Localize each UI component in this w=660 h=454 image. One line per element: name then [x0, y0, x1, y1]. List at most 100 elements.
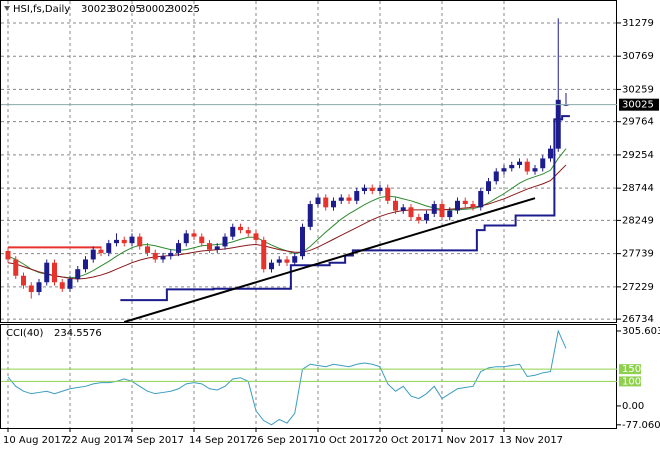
- cci-line: [7, 329, 567, 426]
- candle-body: [191, 233, 197, 237]
- candle-body: [447, 210, 453, 218]
- cci-tick-label: 305.6036: [622, 326, 660, 337]
- candle-body: [214, 246, 220, 250]
- candle-body: [555, 99, 561, 149]
- cci-name: CCI(40): [6, 328, 44, 339]
- candle-body: [21, 275, 26, 286]
- candle-body: [470, 204, 476, 208]
- candle-body: [369, 187, 375, 192]
- candle-body: [98, 249, 104, 253]
- candle-body: [137, 236, 143, 247]
- cci-level-box: [619, 364, 641, 375]
- candle-body: [261, 239, 267, 270]
- candle-body: [338, 197, 344, 201]
- candle-body: [176, 243, 181, 253]
- cci-current: 234.5576: [54, 328, 102, 339]
- candle-body: [509, 164, 515, 169]
- candle-body: [222, 236, 228, 247]
- x-tick-label: 26 Sep 2017: [251, 435, 314, 446]
- candle-body: [478, 191, 484, 208]
- x-tick-label: 10 Oct 2017: [313, 435, 375, 446]
- candle-body: [152, 252, 158, 260]
- candle-body: [183, 233, 189, 244]
- y-tick-label: 31279: [622, 18, 654, 29]
- candle-body: [269, 262, 274, 270]
- candle-body: [44, 262, 50, 283]
- trendline: [123, 197, 536, 323]
- candle-body: [377, 187, 383, 192]
- candle-body: [199, 236, 205, 244]
- x-tick-label: 1 Nov 2017: [437, 435, 495, 446]
- y-tick-label: 28744: [622, 183, 654, 194]
- candle-body: [354, 191, 360, 201]
- candle-body: [486, 181, 491, 192]
- price-label: 30025: [622, 100, 654, 111]
- x-tick-label: 20 Oct 2017: [375, 435, 437, 446]
- candle-body: [532, 168, 538, 172]
- y-tick-label: 27739: [622, 249, 654, 260]
- main-frame: [0, 0, 617, 323]
- cci-frame: [0, 324, 617, 429]
- menu-arrow: [4, 6, 10, 11]
- y-tick-label: 30259: [622, 84, 654, 95]
- candle-body: [13, 259, 19, 276]
- cci-level-label: 150: [622, 364, 641, 375]
- cci-level-label: 100: [622, 376, 641, 387]
- close-value: 30025: [168, 4, 200, 15]
- candle-body: [276, 259, 282, 263]
- y-tick-label: 30769: [622, 51, 654, 62]
- candle-body: [292, 256, 298, 263]
- candle-body: [393, 200, 398, 211]
- candle-body: [245, 230, 251, 234]
- candle-body: [408, 207, 414, 218]
- cci-tick-label: -77.0604: [622, 420, 660, 431]
- candle-body: [59, 282, 65, 289]
- chart-title: HSI,fs,Daily: [13, 4, 70, 15]
- candle-body: [52, 262, 57, 283]
- price-box: [619, 98, 659, 111]
- y-tick-label: 28249: [622, 215, 654, 226]
- candle-body: [548, 148, 553, 159]
- cci-tick-label: 0.00: [622, 401, 644, 412]
- x-tick-label: 10 Aug 2017: [3, 435, 67, 446]
- candle-body: [168, 252, 174, 257]
- y-tick-label: 26734: [622, 314, 654, 325]
- candle-body: [129, 236, 135, 244]
- candle-body: [36, 282, 42, 293]
- x-tick-label: 13 Nov 2017: [499, 435, 563, 446]
- candle-body: [83, 259, 88, 270]
- candle-body: [28, 285, 34, 293]
- y-tick-label: 29254: [622, 150, 654, 161]
- candle-body: [439, 204, 445, 218]
- x-tick-label: 14 Sep 2017: [189, 435, 252, 446]
- candle-body: [517, 161, 522, 165]
- x-tick-label: 22 Aug 2017: [65, 435, 129, 446]
- open-value: 30023: [81, 4, 113, 15]
- candle-body: [540, 158, 546, 169]
- candle-body: [253, 233, 259, 240]
- candle-body: [346, 197, 352, 201]
- candle-body: [145, 246, 150, 253]
- support-line: [120, 115, 570, 302]
- candle-body: [67, 278, 73, 289]
- x-tick-label: 4 Sep 2017: [127, 435, 184, 446]
- low-value: 30002: [139, 4, 171, 15]
- candle-body: [431, 204, 437, 214]
- candle-body: [230, 226, 236, 237]
- candle-body: [524, 161, 530, 172]
- candle-body: [455, 200, 460, 211]
- candle-body: [106, 243, 112, 253]
- candle-body: [416, 217, 422, 221]
- y-tick-label: 27229: [622, 282, 654, 293]
- candle-body: [90, 249, 96, 260]
- candle-body: [323, 197, 329, 208]
- candle-body: [307, 204, 313, 227]
- candle-body: [493, 171, 499, 182]
- candle-body: [385, 187, 391, 201]
- candle-body: [315, 197, 321, 205]
- candle-body: [5, 250, 11, 260]
- plot: [5, 18, 570, 426]
- cci-level-box: [619, 376, 641, 387]
